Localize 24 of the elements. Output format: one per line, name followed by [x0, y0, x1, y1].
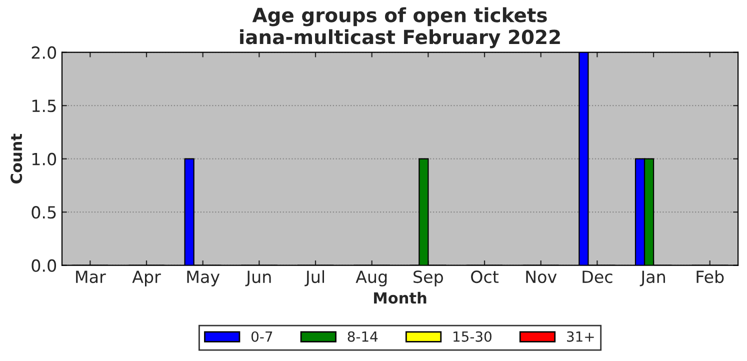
x-tick-label: May [187, 270, 220, 286]
y-tick-label: 0.5 [32, 206, 56, 219]
y-tick-label: 1.0 [32, 152, 56, 166]
x-tick-label: Sep [414, 270, 443, 286]
x-tick-label: Jun [245, 270, 271, 286]
x-tick-label: Feb [696, 270, 724, 284]
x-tick-label: Apr [132, 270, 161, 286]
legend-label: 15-30 [454, 331, 492, 342]
y-tick-label: 1.5 [32, 100, 56, 112]
x-tick-label: Oct [471, 270, 499, 284]
x-axis-title: Month [374, 292, 426, 304]
legend-label: 0-7 [251, 331, 272, 342]
x-tick-label: Mar [76, 270, 106, 284]
legend-label: 8-14 [348, 331, 378, 342]
x-tick-label: Dec [582, 270, 612, 284]
chart-title: Age groups of open tickets iana-multicast February 2022 [240, 7, 560, 48]
x-tick-label: Aug [356, 270, 387, 286]
legend-label: 31+ [567, 331, 594, 342]
y-tick-label: 0.0 [32, 259, 56, 272]
y-tick-label: 2.0 [32, 46, 56, 59]
x-tick-label: Nov [526, 270, 557, 284]
y-axis-title: Count [10, 134, 22, 184]
x-tick-label: Jul [304, 270, 324, 286]
x-tick-label: Jan [640, 270, 665, 286]
